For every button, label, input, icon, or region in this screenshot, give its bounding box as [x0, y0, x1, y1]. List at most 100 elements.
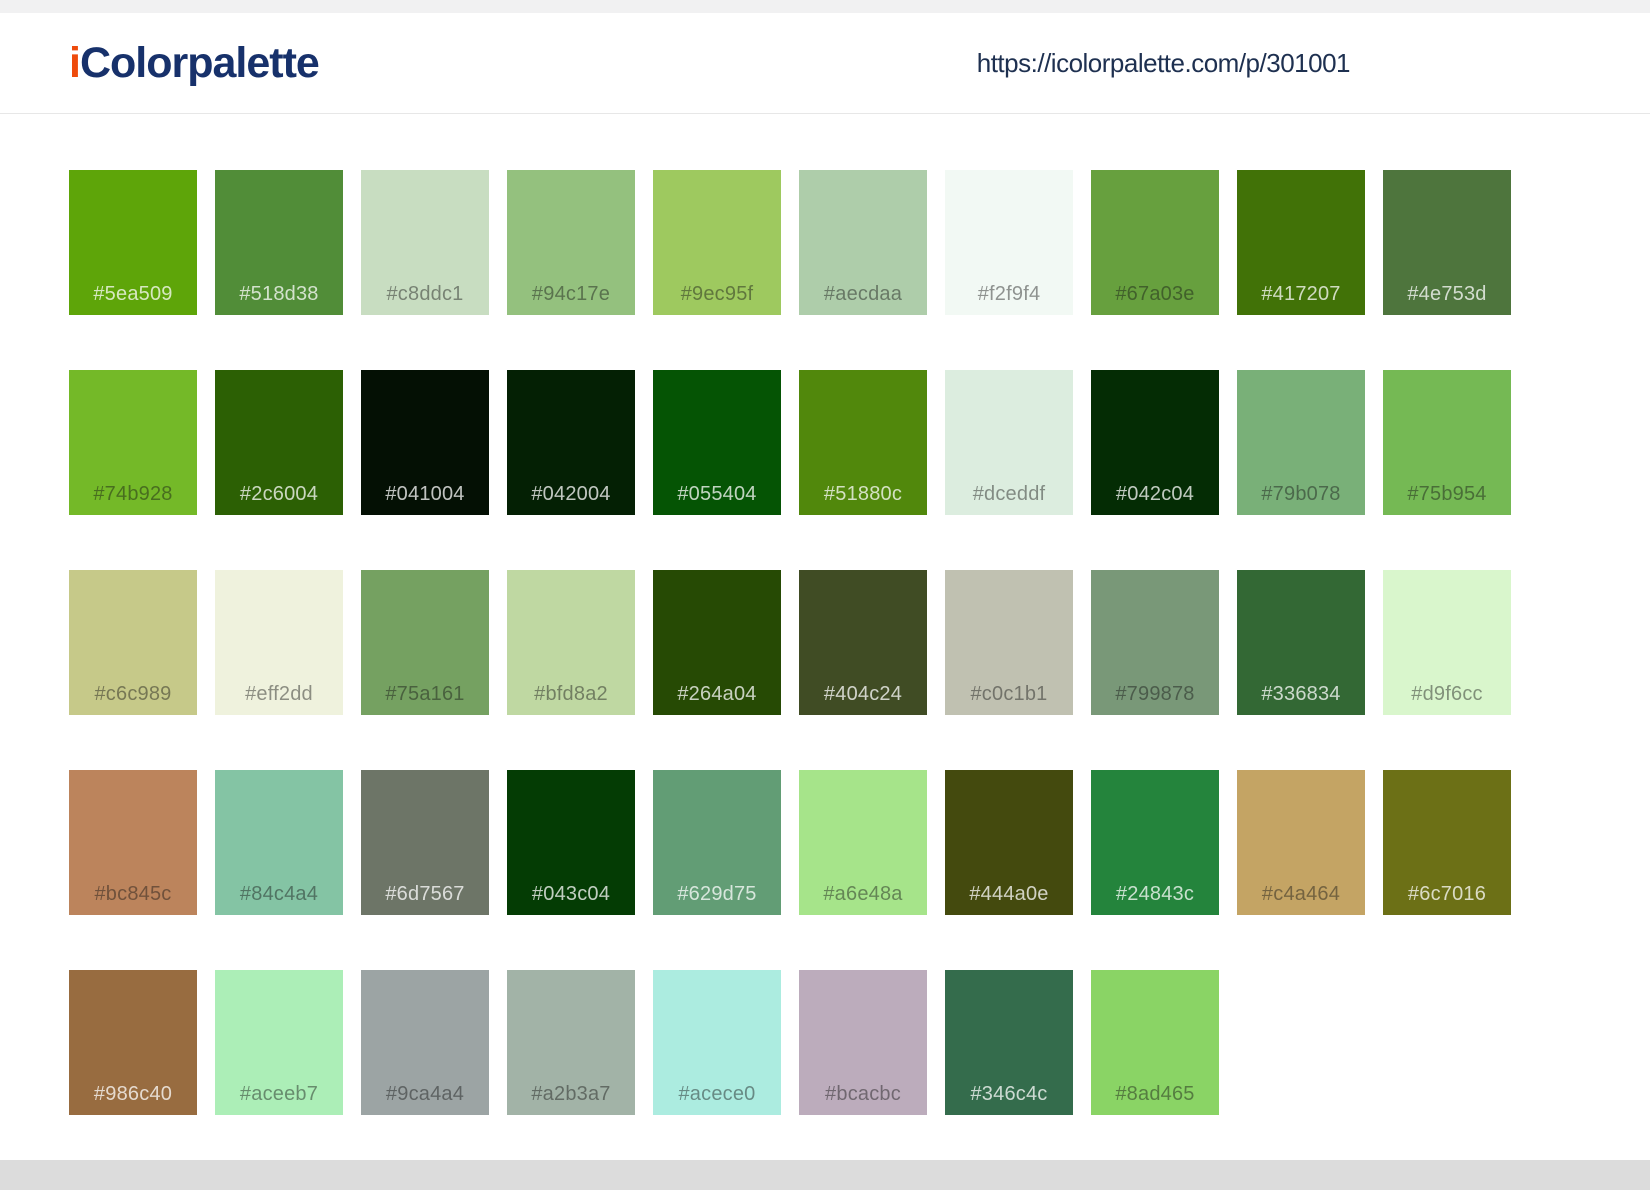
- color-swatch[interactable]: #c0c1b1: [945, 570, 1073, 715]
- swatch-hex-label: #94c17e: [531, 283, 611, 305]
- color-swatch[interactable]: #336834: [1237, 570, 1365, 715]
- color-swatch[interactable]: #042004: [507, 370, 635, 515]
- color-swatch[interactable]: #75b954: [1383, 370, 1511, 515]
- swatch-hex-label: #a6e48a: [823, 883, 903, 905]
- swatch-hex-label: #bc845c: [94, 883, 172, 905]
- color-swatch[interactable]: #f2f9f4: [945, 170, 1073, 315]
- color-swatch[interactable]: #9ca4a4: [361, 970, 489, 1115]
- swatch-hex-label: #264a04: [677, 683, 757, 705]
- swatch-hex-label: #aceeb7: [239, 1083, 319, 1105]
- swatch-hex-label: #9ca4a4: [385, 1083, 465, 1105]
- color-swatch[interactable]: #d9f6cc: [1383, 570, 1511, 715]
- color-swatch[interactable]: #2c6004: [215, 370, 343, 515]
- swatch-hex-label: #c6c989: [94, 683, 172, 705]
- color-swatch[interactable]: #042c04: [1091, 370, 1219, 515]
- color-swatch[interactable]: #404c24: [799, 570, 927, 715]
- swatch-hex-label: #a2b3a7: [531, 1083, 611, 1105]
- color-swatch[interactable]: #c4a464: [1237, 770, 1365, 915]
- swatch-hex-label: #75b954: [1407, 483, 1487, 505]
- color-swatch[interactable]: #67a03e: [1091, 170, 1219, 315]
- top-strip: [0, 0, 1650, 13]
- swatch-hex-label: #aecdaa: [823, 283, 903, 305]
- swatch-hex-label: #bcacbc: [825, 1083, 901, 1105]
- color-swatch[interactable]: #264a04: [653, 570, 781, 715]
- bottom-strip: [0, 1160, 1650, 1190]
- color-swatch[interactable]: #346c4c: [945, 970, 1073, 1115]
- swatch-hex-label: #79b078: [1261, 483, 1341, 505]
- color-swatch[interactable]: #acece0: [653, 970, 781, 1115]
- color-swatch[interactable]: #aecdaa: [799, 170, 927, 315]
- color-swatch[interactable]: #8ad465: [1091, 970, 1219, 1115]
- swatch-hex-label: #4e753d: [1407, 283, 1487, 305]
- swatch-hex-label: #f2f9f4: [977, 283, 1041, 305]
- color-swatch[interactable]: #24843c: [1091, 770, 1219, 915]
- brand-logo[interactable]: iColorpalette: [69, 38, 320, 88]
- color-swatch[interactable]: #041004: [361, 370, 489, 515]
- swatch-hex-label: #986c40: [93, 1083, 173, 1105]
- color-swatch[interactable]: #bc845c: [69, 770, 197, 915]
- color-swatch[interactable]: #79b078: [1237, 370, 1365, 515]
- swatch-hex-label: #055404: [677, 483, 757, 505]
- color-swatch[interactable]: #799878: [1091, 570, 1219, 715]
- color-swatch[interactable]: #629d75: [653, 770, 781, 915]
- color-swatch[interactable]: #444a0e: [945, 770, 1073, 915]
- site-header: iColorpalette https://icolorpalette.com/…: [0, 13, 1650, 114]
- color-swatch[interactable]: #dceddf: [945, 370, 1073, 515]
- swatch-hex-label: #51880c: [823, 483, 903, 505]
- color-swatch[interactable]: #a6e48a: [799, 770, 927, 915]
- swatch-hex-label: #2c6004: [239, 483, 319, 505]
- swatch-hex-label: #acece0: [678, 1083, 756, 1105]
- color-swatch[interactable]: #055404: [653, 370, 781, 515]
- color-swatch[interactable]: #5ea509: [69, 170, 197, 315]
- color-swatch[interactable]: #986c40: [69, 970, 197, 1115]
- color-swatch[interactable]: #aceeb7: [215, 970, 343, 1115]
- swatch-hex-label: #404c24: [823, 683, 903, 705]
- color-swatch[interactable]: #bfd8a2: [507, 570, 635, 715]
- color-swatch[interactable]: #c8ddc1: [361, 170, 489, 315]
- swatch-hex-label: #bfd8a2: [534, 683, 608, 705]
- color-swatch[interactable]: #bcacbc: [799, 970, 927, 1115]
- brand-logo-name: Colorpalette: [79, 38, 320, 87]
- swatch-hex-label: #9ec95f: [680, 283, 754, 305]
- swatch-hex-label: #c8ddc1: [386, 283, 464, 305]
- swatch-hex-label: #799878: [1115, 683, 1195, 705]
- color-swatch[interactable]: #74b928: [69, 370, 197, 515]
- color-swatch[interactable]: #c6c989: [69, 570, 197, 715]
- brand-logo-prefix: i: [69, 38, 81, 87]
- color-swatch[interactable]: #417207: [1237, 170, 1365, 315]
- color-swatch[interactable]: #eff2dd: [215, 570, 343, 715]
- swatch-hex-label: #75a161: [385, 683, 465, 705]
- swatch-hex-label: #74b928: [93, 483, 173, 505]
- swatch-hex-label: #d9f6cc: [1411, 683, 1483, 705]
- color-swatch[interactable]: #043c04: [507, 770, 635, 915]
- swatch-hex-label: #24843c: [1115, 883, 1195, 905]
- swatch-hex-label: #eff2dd: [245, 683, 313, 705]
- swatch-hex-label: #629d75: [677, 883, 757, 905]
- swatch-hex-label: #67a03e: [1115, 283, 1195, 305]
- color-swatch[interactable]: #a2b3a7: [507, 970, 635, 1115]
- swatch-hex-label: #336834: [1261, 683, 1341, 705]
- swatch-hex-label: #6c7016: [1407, 883, 1487, 905]
- swatch-hex-label: #dceddf: [972, 483, 1046, 505]
- color-swatch[interactable]: #84c4a4: [215, 770, 343, 915]
- swatch-hex-label: #346c4c: [970, 1083, 1048, 1105]
- swatch-hex-label: #042c04: [1115, 483, 1195, 505]
- swatch-hex-label: #417207: [1261, 283, 1341, 305]
- swatch-hex-label: #043c04: [531, 883, 611, 905]
- swatch-hex-label: #518d38: [239, 283, 319, 305]
- swatch-hex-label: #c4a464: [1261, 883, 1341, 905]
- color-swatch[interactable]: #6c7016: [1383, 770, 1511, 915]
- swatch-hex-label: #042004: [531, 483, 611, 505]
- palette-url-text: https://icolorpalette.com/p/301001: [976, 47, 1351, 78]
- color-swatch[interactable]: #94c17e: [507, 170, 635, 315]
- color-swatch[interactable]: #4e753d: [1383, 170, 1511, 315]
- color-swatch[interactable]: #75a161: [361, 570, 489, 715]
- color-swatch[interactable]: #9ec95f: [653, 170, 781, 315]
- palette-grid: #5ea509 #518d38 #c8ddc1 #94c17e #9ec95f #aecd…: [69, 170, 1511, 1115]
- color-swatch[interactable]: #518d38: [215, 170, 343, 315]
- swatch-hex-label: #c0c1b1: [970, 683, 1048, 705]
- swatch-hex-label: #84c4a4: [239, 883, 319, 905]
- color-swatch[interactable]: #51880c: [799, 370, 927, 515]
- swatch-hex-label: #6d7567: [385, 883, 465, 905]
- color-swatch[interactable]: #6d7567: [361, 770, 489, 915]
